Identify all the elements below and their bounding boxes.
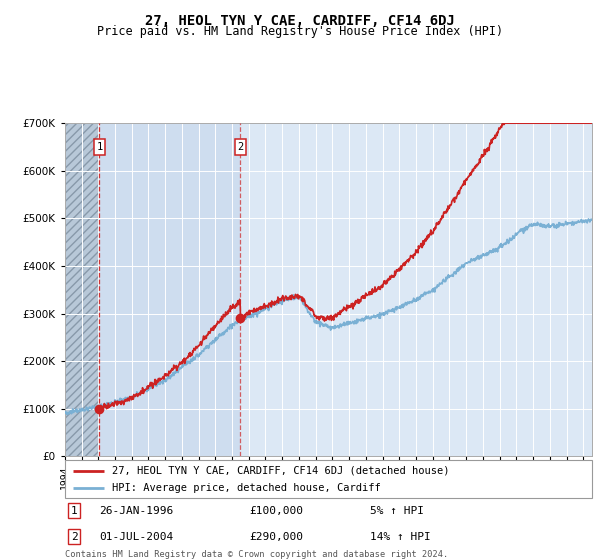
Bar (65, 123, 100, 456)
Text: HPI: Average price, detached house, Cardiff: HPI: Average price, detached house, Card… (112, 483, 381, 493)
Text: 27, HEOL TYN Y CAE, CARDIFF, CF14 6DJ (detached house): 27, HEOL TYN Y CAE, CARDIFF, CF14 6DJ (d… (112, 465, 450, 475)
Text: £290,000: £290,000 (249, 532, 303, 542)
Text: £100,000: £100,000 (249, 506, 303, 516)
Text: Contains HM Land Registry data © Crown copyright and database right 2024.
This d: Contains HM Land Registry data © Crown c… (65, 550, 448, 560)
Bar (65, 123, 100, 456)
Text: 26-JAN-1996: 26-JAN-1996 (99, 506, 173, 516)
Text: 1: 1 (96, 142, 103, 152)
Text: 14% ↑ HPI: 14% ↑ HPI (370, 532, 431, 542)
Text: 27, HEOL TYN Y CAE, CARDIFF, CF14 6DJ: 27, HEOL TYN Y CAE, CARDIFF, CF14 6DJ (145, 14, 455, 28)
FancyBboxPatch shape (65, 460, 592, 498)
Text: 2: 2 (71, 532, 77, 542)
Text: 5% ↑ HPI: 5% ↑ HPI (370, 506, 424, 516)
Text: 01-JUL-2004: 01-JUL-2004 (99, 532, 173, 542)
Text: Price paid vs. HM Land Registry's House Price Index (HPI): Price paid vs. HM Land Registry's House … (97, 25, 503, 38)
Bar (100, 123, 241, 456)
Text: 2: 2 (237, 142, 244, 152)
Text: 1: 1 (71, 506, 77, 516)
